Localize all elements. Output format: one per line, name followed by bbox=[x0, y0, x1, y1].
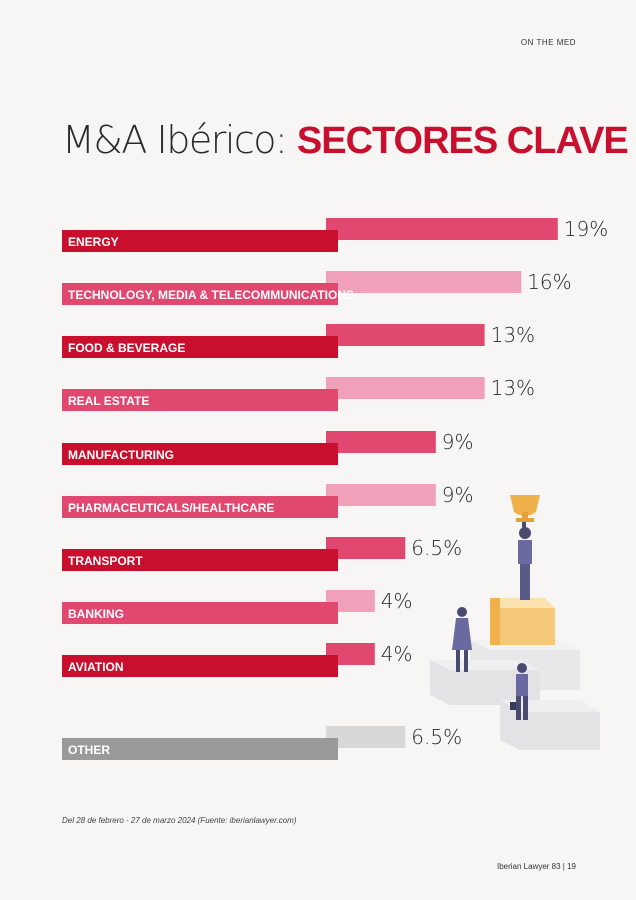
category-band bbox=[62, 602, 338, 624]
category-band bbox=[62, 655, 338, 677]
page-footer: Iberian Lawyer 83 | 19 bbox=[496, 862, 576, 871]
category-band bbox=[62, 336, 338, 358]
value-bar bbox=[326, 377, 485, 399]
value-label: 9% bbox=[442, 483, 474, 507]
trophy-illustration bbox=[430, 495, 600, 750]
value-label: 16% bbox=[527, 270, 571, 294]
value-bar bbox=[326, 537, 406, 559]
value-label: 6.5% bbox=[411, 725, 462, 749]
category-label: FOOD & BEVERAGE bbox=[68, 341, 185, 355]
category-band bbox=[62, 549, 338, 571]
value-label: 13% bbox=[491, 376, 535, 400]
category-band bbox=[62, 443, 338, 465]
category-label: REAL ESTATE bbox=[68, 394, 149, 408]
page-title: M&A Ibérico: SECTORES CLAVE bbox=[62, 116, 629, 165]
category-label: MANUFACTURING bbox=[68, 448, 174, 462]
category-label: TECHNOLOGY, MEDIA & TELECOMMUNICATIONS bbox=[68, 288, 354, 302]
category-label: BANKING bbox=[68, 607, 124, 621]
category-label: TRANSPORT bbox=[68, 554, 143, 568]
value-bar bbox=[326, 726, 406, 748]
value-label: 4% bbox=[381, 589, 413, 613]
value-label: 4% bbox=[381, 642, 413, 666]
category-label: OTHER bbox=[68, 743, 110, 757]
title-light: M&A Ibérico: bbox=[62, 118, 288, 162]
category-band bbox=[62, 230, 338, 252]
value-bar bbox=[326, 590, 375, 612]
title-bold: SECTORES CLAVE bbox=[296, 120, 629, 162]
section-tag: ON THE MED bbox=[520, 38, 576, 47]
value-bar bbox=[326, 271, 522, 293]
value-bar bbox=[326, 431, 436, 453]
bars-group: ENERGY 19% TECHNOLOGY, MEDIA & TELECOMMUNI… bbox=[62, 217, 608, 760]
category-label: ENERGY bbox=[68, 235, 119, 249]
category-band bbox=[62, 389, 338, 411]
value-bar bbox=[326, 324, 485, 346]
value-label: 6.5% bbox=[411, 536, 462, 560]
value-label: 13% bbox=[491, 323, 535, 347]
value-bar bbox=[326, 643, 375, 665]
value-bar bbox=[326, 218, 558, 240]
category-band bbox=[62, 496, 338, 518]
source-footnote: Del 28 de febrero - 27 de marzo 2024 (Fu… bbox=[62, 816, 297, 825]
category-label: AVIATION bbox=[68, 660, 124, 674]
category-band bbox=[62, 738, 338, 760]
category-label: PHARMACEUTICALS/HEALTHCARE bbox=[68, 501, 274, 515]
value-bar bbox=[326, 484, 436, 506]
value-label: 19% bbox=[564, 217, 608, 241]
category-band bbox=[62, 283, 338, 305]
value-label: 9% bbox=[442, 430, 474, 454]
